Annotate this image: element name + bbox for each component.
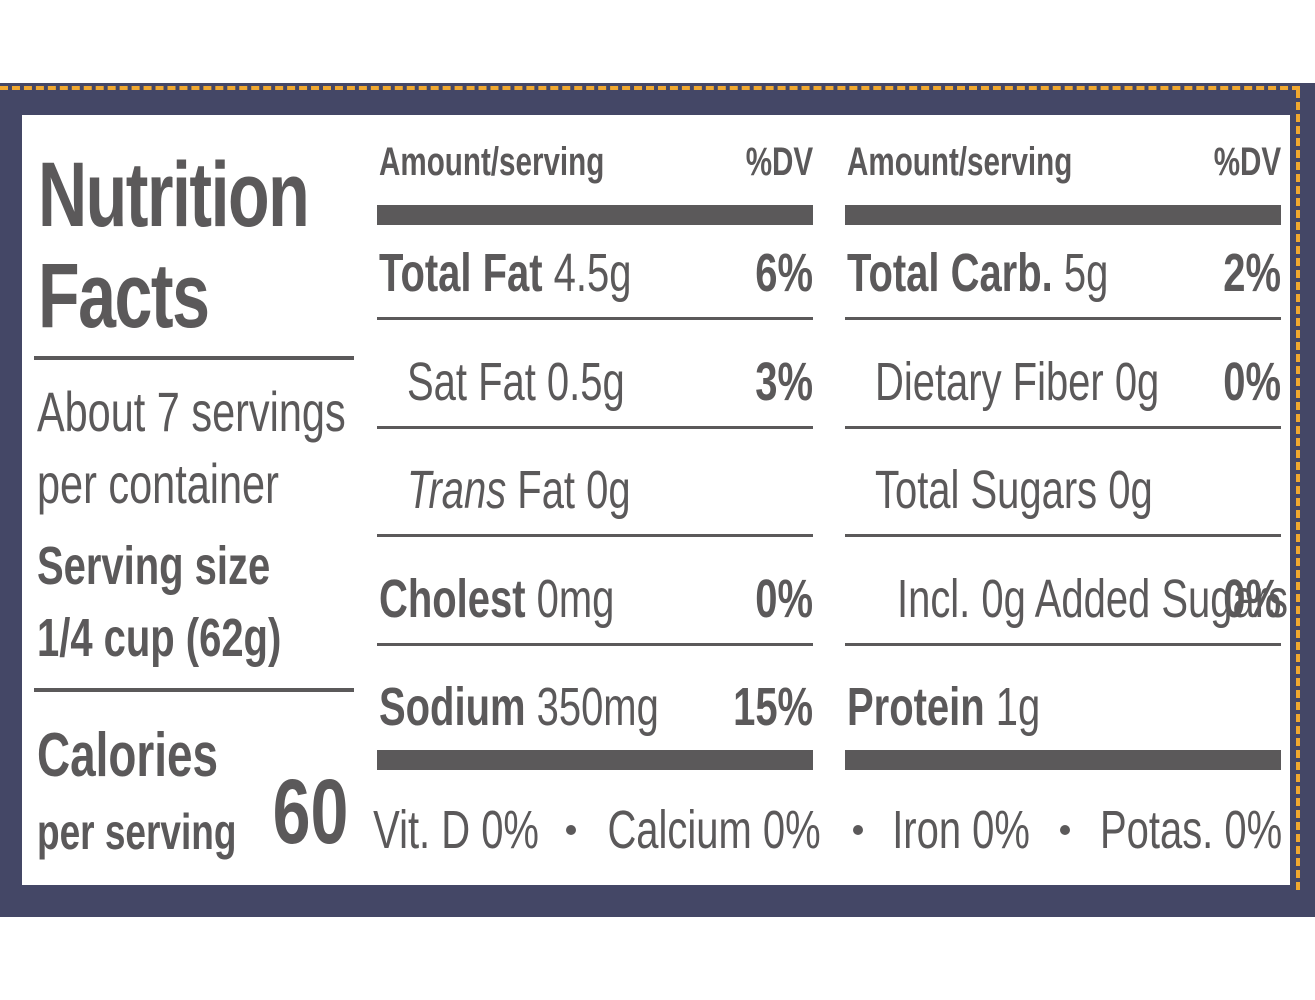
nutrient-amount: 0g (1108, 460, 1153, 520)
footer-item: Vit. D 0% (372, 800, 539, 860)
serving-size: 1/4 cup (62g) (37, 608, 282, 668)
daily-value: 0% (1223, 568, 1281, 629)
calories-sublabel: per serving (37, 804, 237, 860)
nutrient-amount: 4.5g (553, 243, 632, 303)
calories-label: Calories (37, 721, 219, 790)
nutrient-name: Incl. 0g Added Sugars (897, 568, 1288, 629)
rule (845, 425, 1281, 429)
rule (845, 750, 1281, 770)
nutrient: Trans Fat 0g (407, 463, 631, 517)
servings: About 7 servings (37, 380, 346, 443)
serving-size-label: Serving size (37, 536, 271, 596)
nutrient-amount: 0g (1114, 351, 1160, 412)
nutrient-name: Total Carb. (847, 243, 1053, 303)
rule (377, 642, 813, 646)
rule (377, 534, 813, 537)
amount-header: Amount/serving (847, 140, 1073, 184)
footer-item: Calcium 0% (607, 800, 821, 860)
title: Nutrition (38, 144, 310, 246)
dashed-top (0, 86, 1300, 90)
footer: Vit. D 0% Calcium 0% Iron 0% Potas. 0% (373, 798, 1283, 862)
rule (377, 425, 813, 429)
divider (34, 356, 354, 360)
rule (377, 317, 813, 320)
nutrient: Dietary Fiber 0g (875, 355, 1159, 409)
nutrient-name: Dietary Fiber (875, 351, 1104, 412)
daily-value: 0% (755, 568, 813, 629)
nutrient: Protein 1g (847, 680, 1040, 734)
dashed-right (1296, 90, 1300, 890)
rule (377, 750, 813, 770)
footer-item: Iron 0% (892, 800, 1031, 860)
rule (845, 534, 1281, 537)
nutrient-amount: 0.5g (546, 351, 625, 412)
daily-value: 2% (1223, 243, 1281, 303)
nutrient-name: Sat Fat (407, 351, 536, 412)
daily-value: 6% (755, 243, 813, 303)
rule (845, 317, 1281, 320)
nutrient-amount: 0mg (536, 568, 615, 629)
nutrient: Sodium 350mg (379, 680, 659, 734)
nutrient-name: Protein (847, 677, 985, 737)
bullet (565, 825, 576, 835)
nutrient-name-italic: Trans (407, 460, 507, 520)
nutrient: Cholest 0mg (379, 572, 614, 626)
nutrient-amount: 0g (586, 460, 631, 520)
servings: per container (37, 452, 279, 515)
nutrient: Total Sugars 0g (875, 463, 1153, 517)
dv-header: %DV (1213, 140, 1281, 184)
footer-item: Potas. 0% (1100, 800, 1283, 860)
daily-value: 15% (733, 677, 813, 737)
nutrient-name: Sodium (379, 677, 526, 737)
nutrient-name: Cholest (379, 568, 526, 629)
nutrient: Incl. 0g Added Sugars (897, 572, 1288, 626)
nutrient: Total Carb. 5g (847, 246, 1108, 300)
nutrient: Total Fat 4.5g (379, 246, 631, 300)
bullet (852, 825, 863, 835)
rule (845, 642, 1281, 646)
nutrient: Sat Fat 0.5g (407, 355, 625, 409)
rule (377, 205, 813, 225)
amount-header: Amount/serving (379, 140, 605, 184)
bullet (1059, 825, 1070, 835)
calories: 60 (272, 761, 348, 863)
nutrient-name: Total Fat (379, 243, 543, 303)
nutrient-amount: 5g (1063, 243, 1109, 303)
rule (845, 205, 1281, 225)
daily-value: 0% (1223, 351, 1281, 412)
nutrient-amount: 1g (995, 677, 1041, 737)
daily-value: 3% (755, 351, 813, 412)
nutrient-amount: 350mg (536, 677, 659, 737)
nutrient-name: Total Sugars (875, 460, 1098, 520)
title: Facts (38, 245, 210, 347)
dv-header: %DV (745, 140, 813, 184)
divider (34, 688, 354, 692)
nutrient-name: Fat (517, 460, 576, 520)
